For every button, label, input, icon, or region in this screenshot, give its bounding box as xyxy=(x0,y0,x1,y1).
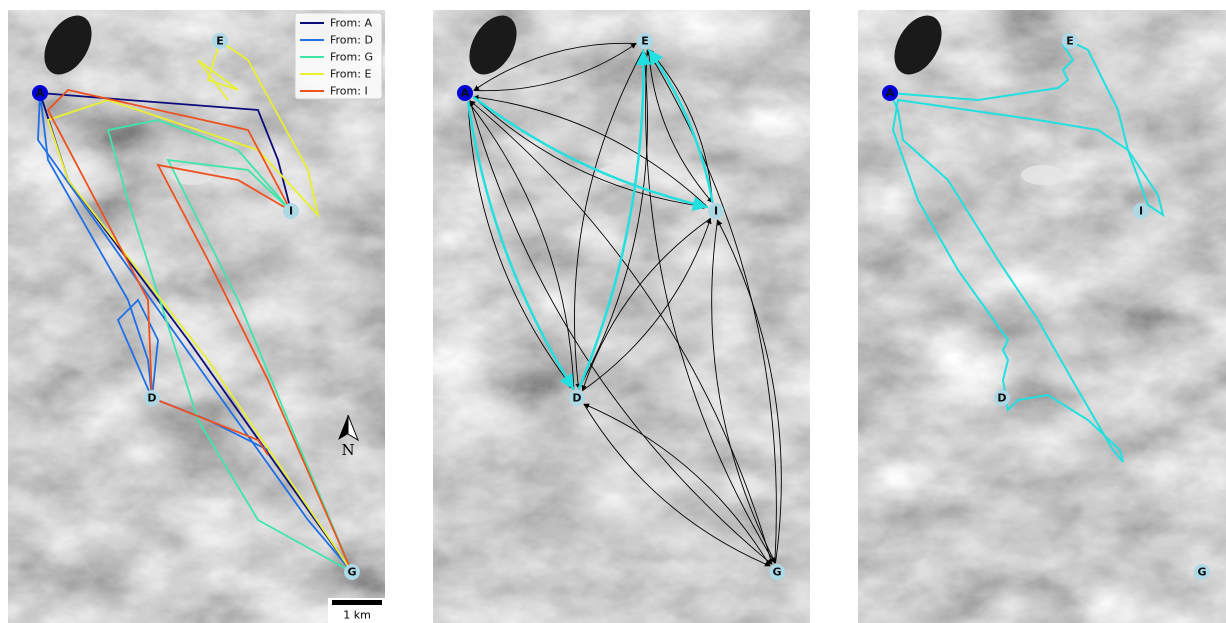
page: {"panels": [ {"nodes": [{"label": "A"}, … xyxy=(0,0,1226,623)
node-label: D xyxy=(147,392,156,405)
node-label: A xyxy=(461,87,470,100)
north-label: N xyxy=(341,441,354,459)
node-label: I xyxy=(714,205,718,218)
node-label: D xyxy=(997,392,1006,405)
legend-label: From: A xyxy=(330,17,372,30)
legend-label: From: G xyxy=(330,51,373,64)
legend-label: From: I xyxy=(330,85,368,98)
node-label: E xyxy=(1066,35,1074,48)
node-label: I xyxy=(1139,205,1143,218)
satellite-image xyxy=(433,10,810,623)
node-label: G xyxy=(347,566,356,579)
node-label: A xyxy=(886,87,895,100)
legend-label: From: D xyxy=(330,34,373,47)
node-label: A xyxy=(36,87,45,100)
node-label: E xyxy=(216,35,224,48)
snow-patch xyxy=(1021,165,1065,185)
node-label: I xyxy=(289,205,293,218)
scale-bar-label: 1 km xyxy=(343,609,371,622)
node-label: D xyxy=(572,392,581,405)
legend: From: A From: D From: G From: E From: I xyxy=(295,13,382,99)
satellite-image xyxy=(8,10,385,623)
node-label: G xyxy=(772,566,781,579)
node-label: G xyxy=(1197,566,1206,579)
scale-bar xyxy=(332,600,382,605)
figure: From: A From: D From: G From: E From: I N 1 km… xyxy=(0,0,1226,623)
node-label: E xyxy=(641,35,649,48)
legend-label: From: E xyxy=(330,68,371,81)
snow-patch xyxy=(596,165,640,185)
